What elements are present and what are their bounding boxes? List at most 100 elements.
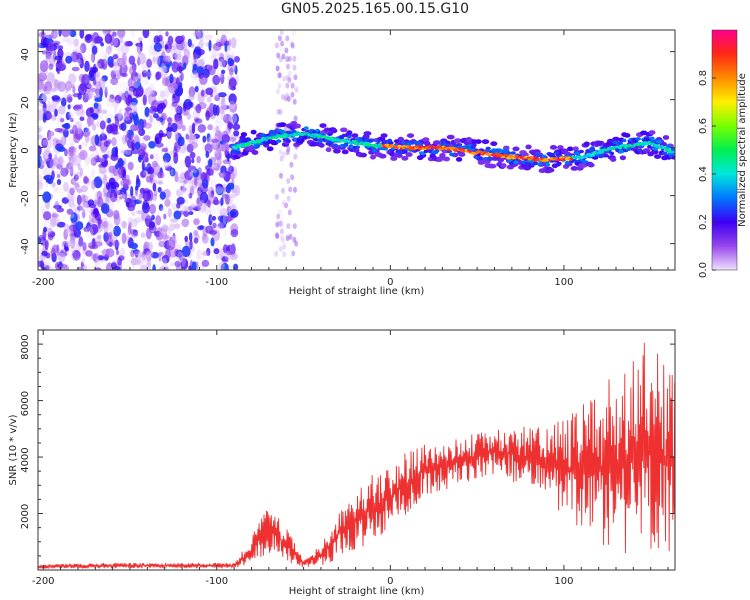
heatmap-cell — [143, 122, 152, 129]
heatmap-cell — [283, 95, 288, 102]
heatmap-cell — [125, 87, 129, 98]
heatmap-cell — [38, 125, 44, 131]
heatmap-cell — [170, 249, 176, 257]
heatmap-cell — [592, 156, 599, 160]
heatmap-cell — [226, 46, 231, 52]
heatmap-cell — [108, 61, 115, 68]
heatmap-cell — [290, 82, 295, 89]
heatmap-cell — [319, 123, 327, 128]
heatmap-cell — [217, 92, 227, 98]
heatmap-cell — [112, 59, 119, 66]
heatmap-cell — [437, 145, 442, 148]
heatmap-cell — [419, 145, 424, 148]
heatmap-cell — [67, 115, 72, 120]
heatmap-cell — [325, 147, 332, 153]
heatmap-cell — [94, 73, 100, 82]
heatmap-cell — [56, 164, 63, 170]
heatmap-cell — [157, 186, 162, 193]
heatmap-cell — [38, 174, 43, 186]
heatmap-cell — [181, 187, 187, 192]
heatmap-cell — [38, 181, 44, 190]
heatmap-cell — [117, 112, 124, 125]
heatmap-cell — [105, 96, 115, 108]
heatmap-cell — [54, 201, 60, 211]
heatmap-cell — [135, 185, 139, 191]
heatmap-cell — [170, 45, 178, 57]
colorbar — [711, 29, 738, 271]
heatmap-cell — [510, 151, 516, 155]
heatmap-cell — [333, 143, 338, 148]
heatmap-cell — [78, 104, 83, 109]
heatmap-cell — [293, 153, 298, 160]
heatmap-cell — [545, 162, 551, 167]
heatmap-cell — [64, 52, 73, 57]
x-tick-label: 100 — [554, 576, 573, 587]
heatmap-cell — [224, 250, 232, 261]
heatmap-cell — [91, 32, 100, 44]
heatmap-cell — [618, 149, 625, 154]
heatmap-cell — [68, 73, 77, 85]
heatmap-cell — [142, 94, 147, 106]
heatmap-cell — [178, 160, 186, 169]
heatmap-cell — [218, 261, 225, 270]
heatmap-cell — [91, 123, 97, 131]
heatmap-cell — [279, 228, 284, 235]
heatmap-cell — [221, 96, 226, 108]
heatmap-cell — [124, 134, 131, 144]
heatmap-cell — [190, 203, 196, 209]
heatmap-cell — [95, 267, 102, 270]
heatmap-cell — [170, 262, 174, 267]
heatmap-cell — [214, 92, 220, 99]
heatmap-cell — [107, 45, 113, 50]
heatmap-cell — [82, 208, 86, 219]
heatmap-cell — [131, 211, 136, 217]
heatmap-cell — [280, 40, 285, 47]
heatmap-cell — [292, 223, 297, 230]
heatmap-cell — [139, 264, 147, 270]
heatmap-cell — [131, 133, 139, 144]
colorbar-label: Normalized spectral amplitude — [737, 73, 748, 227]
heatmap-cell — [99, 50, 108, 59]
heatmap-cell — [260, 133, 267, 137]
heatmap-cell — [85, 250, 93, 257]
heatmap-cell — [171, 43, 179, 51]
heatmap-cell — [205, 225, 214, 234]
heatmap-cell — [642, 148, 651, 154]
heatmap-cell — [47, 177, 54, 185]
heatmap-cell — [177, 176, 186, 184]
heatmap-cell — [219, 52, 225, 63]
heatmap-cell — [146, 86, 153, 96]
heatmap-cell — [175, 244, 182, 251]
heatmap-cell — [56, 221, 66, 228]
heatmap-cell — [54, 154, 58, 161]
heatmap-cell — [105, 232, 113, 237]
heatmap-cell — [147, 166, 155, 174]
heatmap-cell — [50, 217, 60, 226]
heatmap-cell — [234, 56, 240, 63]
heatmap-cell — [114, 62, 119, 74]
heatmap-cell — [227, 57, 233, 65]
heatmap-cell — [213, 85, 220, 97]
heatmap-cell — [60, 249, 64, 254]
heatmap-cell — [73, 186, 82, 193]
heatmap-cell — [48, 153, 53, 159]
heatmap-cell — [205, 110, 210, 121]
heatmap-cell — [224, 42, 228, 53]
heatmap-cell — [278, 149, 283, 156]
heatmap-cell — [618, 146, 623, 150]
heatmap-cell — [177, 251, 184, 262]
heatmap-cell — [120, 248, 125, 255]
heatmap-cell — [90, 52, 94, 63]
heatmap-cell — [210, 166, 215, 177]
heatmap-cell — [143, 135, 151, 141]
y-tick-label: -20 — [20, 190, 31, 206]
heatmap-cell — [74, 171, 83, 179]
heatmap-cell — [230, 229, 239, 238]
heatmap-cell — [167, 56, 171, 63]
heatmap-cell — [220, 72, 225, 85]
heatmap-cell — [275, 221, 280, 228]
heatmap-cell — [163, 163, 172, 168]
heatmap-cell — [284, 202, 288, 209]
heatmap-cell — [44, 240, 49, 251]
heatmap-cell — [84, 60, 90, 72]
